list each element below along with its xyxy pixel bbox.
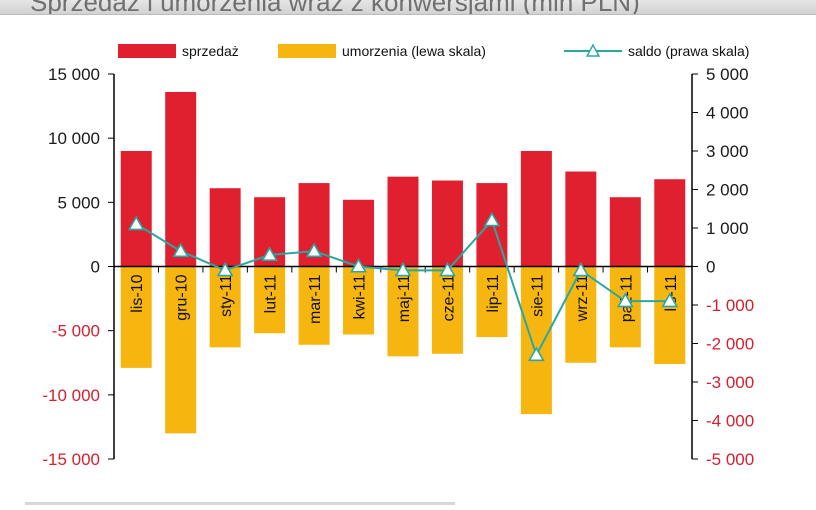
right-tick-label: -1 000: [706, 296, 754, 315]
category-label-sty-11: sty-11: [218, 274, 235, 316]
saldo-point-cze-11: [439, 261, 456, 277]
left-tick-label: -5 000: [52, 322, 100, 341]
legend-label-saldo: saldo (prawa skala): [628, 43, 749, 59]
legend-label-sprzedaz: sprzedaż: [182, 43, 239, 59]
bar-umorzenia-sie-11: [520, 266, 552, 415]
bar-umorzenia-sty-11: [209, 266, 241, 348]
chart-title: Sprzedaż i umorzenia wraz z konwersjami …: [30, 0, 640, 15]
bar-sprzedaz-sie-11: [520, 151, 552, 267]
title-bar: Sprzedaż i umorzenia wraz z konwersjami …: [0, 0, 816, 15]
right-tick-label: 2 000: [706, 181, 749, 200]
bar-sprzedaz-paź-11: [609, 197, 641, 267]
saldo-point-mar-11: [305, 242, 323, 258]
saldo-point-gru-10: [172, 242, 190, 258]
legend-marker-saldo: [585, 43, 601, 57]
category-label-gru-10: gru-10: [174, 274, 191, 320]
right-tick-label: -3 000: [706, 373, 754, 392]
bar-umorzenia-cze-11: [431, 266, 463, 354]
left-tick-label: -15 000: [42, 450, 100, 469]
category-label-kwi-11: kwi-11: [352, 274, 369, 319]
saldo-point-paź-11: [616, 292, 634, 308]
bar-sprzedaz-sty-11: [209, 188, 241, 267]
legend-swatch-umorzenia: [278, 44, 336, 58]
legend-label-umorzenia: umorzenia (lewa skala): [342, 43, 486, 59]
bar-umorzenia-mar-11: [298, 266, 330, 345]
category-label-mar-11: mar-11: [307, 274, 324, 324]
bar-sprzedaz-kwi-11: [343, 199, 375, 267]
saldo-point-sty-11: [216, 261, 234, 277]
left-tick-label: 15 000: [48, 65, 100, 84]
left-tick-label: 5 000: [57, 193, 100, 212]
saldo-point-lip-11: [483, 211, 501, 227]
bar-sprzedaz-lis-11: [654, 179, 686, 267]
bar-umorzenia-lut-11: [254, 266, 286, 334]
right-tick-label: 1 000: [706, 219, 749, 238]
saldo-point-lis-10: [127, 215, 145, 231]
saldo-point-sie-11: [528, 346, 545, 362]
bar-sprzedaz-wrz-11: [565, 171, 597, 267]
right-tick-label: 5 000: [706, 65, 749, 84]
left-tick-label: -10 000: [42, 386, 100, 405]
right-tick-label: -2 000: [706, 335, 754, 354]
category-label-lis-10: lis-10: [129, 274, 146, 312]
bar-umorzenia-lis-11: [654, 266, 686, 365]
right-tick-label: 0: [706, 258, 715, 277]
bar-sprzedaz-maj-11: [387, 176, 419, 267]
saldo-point-lis-11: [661, 292, 679, 308]
category-label-maj-11: maj-11: [396, 274, 413, 322]
category-label-lut-11: lut-11: [263, 274, 280, 313]
saldo-point-kwi-11: [350, 257, 367, 273]
bar-umorzenia-maj-11: [387, 266, 419, 357]
bar-umorzenia-wrz-11: [565, 266, 597, 363]
bar-umorzenia-lip-11: [476, 266, 508, 338]
category-label-lip-11: lip-11: [485, 274, 502, 312]
left-tick-label: 0: [91, 258, 100, 277]
right-tick-label: -4 000: [706, 412, 754, 431]
bar-umorzenia-gru-10: [165, 266, 197, 434]
bar-umorzenia-kwi-11: [343, 266, 375, 335]
saldo-point-wrz-11: [572, 261, 590, 277]
left-tick-label: 10 000: [48, 129, 100, 148]
legend-swatch-sprzedaz: [118, 44, 176, 58]
bar-umorzenia-lis-10: [120, 266, 152, 368]
footnote-placeholder: [25, 502, 455, 505]
right-tick-label: 3 000: [706, 142, 749, 161]
right-tick-label: 4 000: [706, 104, 749, 123]
bar-sprzedaz-cze-11: [431, 180, 463, 267]
bar-sprzedaz-lis-10: [120, 151, 152, 267]
saldo-point-lut-11: [261, 246, 278, 262]
saldo-point-maj-11: [394, 261, 412, 277]
right-tick-label: -5 000: [706, 450, 754, 469]
category-label-sie-11: sie-11: [529, 274, 546, 316]
bar-sprzedaz-gru-10: [165, 91, 197, 267]
category-label-cze-11: cze-11: [440, 274, 457, 321]
category-label-wrz-11: wrz-11: [574, 274, 591, 322]
